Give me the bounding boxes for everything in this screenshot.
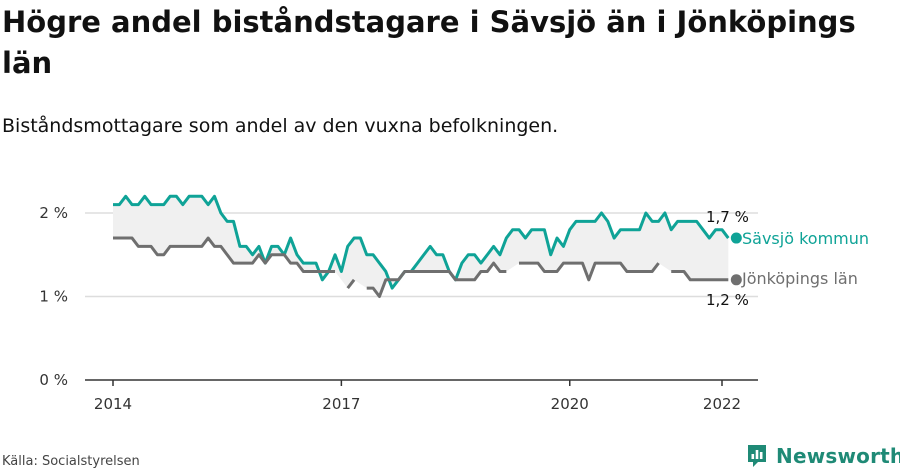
newsworthy-logo-icon — [748, 445, 766, 467]
label-layer: 1,7 % 1,2 % Sävsjö kommun Jönköpings län — [706, 208, 869, 309]
series-line-lan — [518, 261, 660, 282]
axis-layer: 0 % 1 % 2 % 2014 2017 2020 2022 — [39, 204, 758, 413]
series-line-lan — [113, 236, 336, 273]
series-line-lan — [671, 269, 729, 282]
x-tick-label: 2020 — [551, 395, 589, 413]
series-endpoint-lan — [730, 274, 742, 286]
brand-logo[interactable]: Newsworthy — [746, 444, 900, 468]
chart-subtitle: Biståndsmottagare som andel av den vuxna… — [2, 115, 559, 137]
series-line-lan — [346, 278, 356, 290]
value-label-savsjo: 1,7 % — [706, 208, 749, 226]
chart-title: Högre andel biståndstagare i Sävsjö än i… — [2, 5, 856, 80]
y-tick-label: 2 % — [39, 204, 68, 222]
difference-band — [113, 196, 729, 297]
series-layer — [113, 194, 742, 298]
x-tick-label: 2014 — [94, 395, 132, 413]
band-layer — [113, 196, 729, 297]
y-tick-label: 0 % — [39, 371, 68, 389]
series-line-lan — [366, 261, 507, 298]
value-label-lan: 1,2 % — [706, 291, 749, 309]
brand-name: Newsworthy — [776, 444, 900, 468]
source-note: Källa: Socialstyrelsen — [2, 454, 140, 469]
series-label-savsjo: Sävsjö kommun — [742, 229, 869, 248]
x-tick-label: 2022 — [703, 395, 741, 413]
x-tick-label: 2017 — [322, 395, 360, 413]
series-label-lan: Jönköpings län — [741, 269, 858, 288]
series-endpoint-savsjo — [730, 232, 742, 244]
series-line-savsjo — [113, 194, 730, 290]
y-tick-label: 1 % — [39, 288, 68, 306]
